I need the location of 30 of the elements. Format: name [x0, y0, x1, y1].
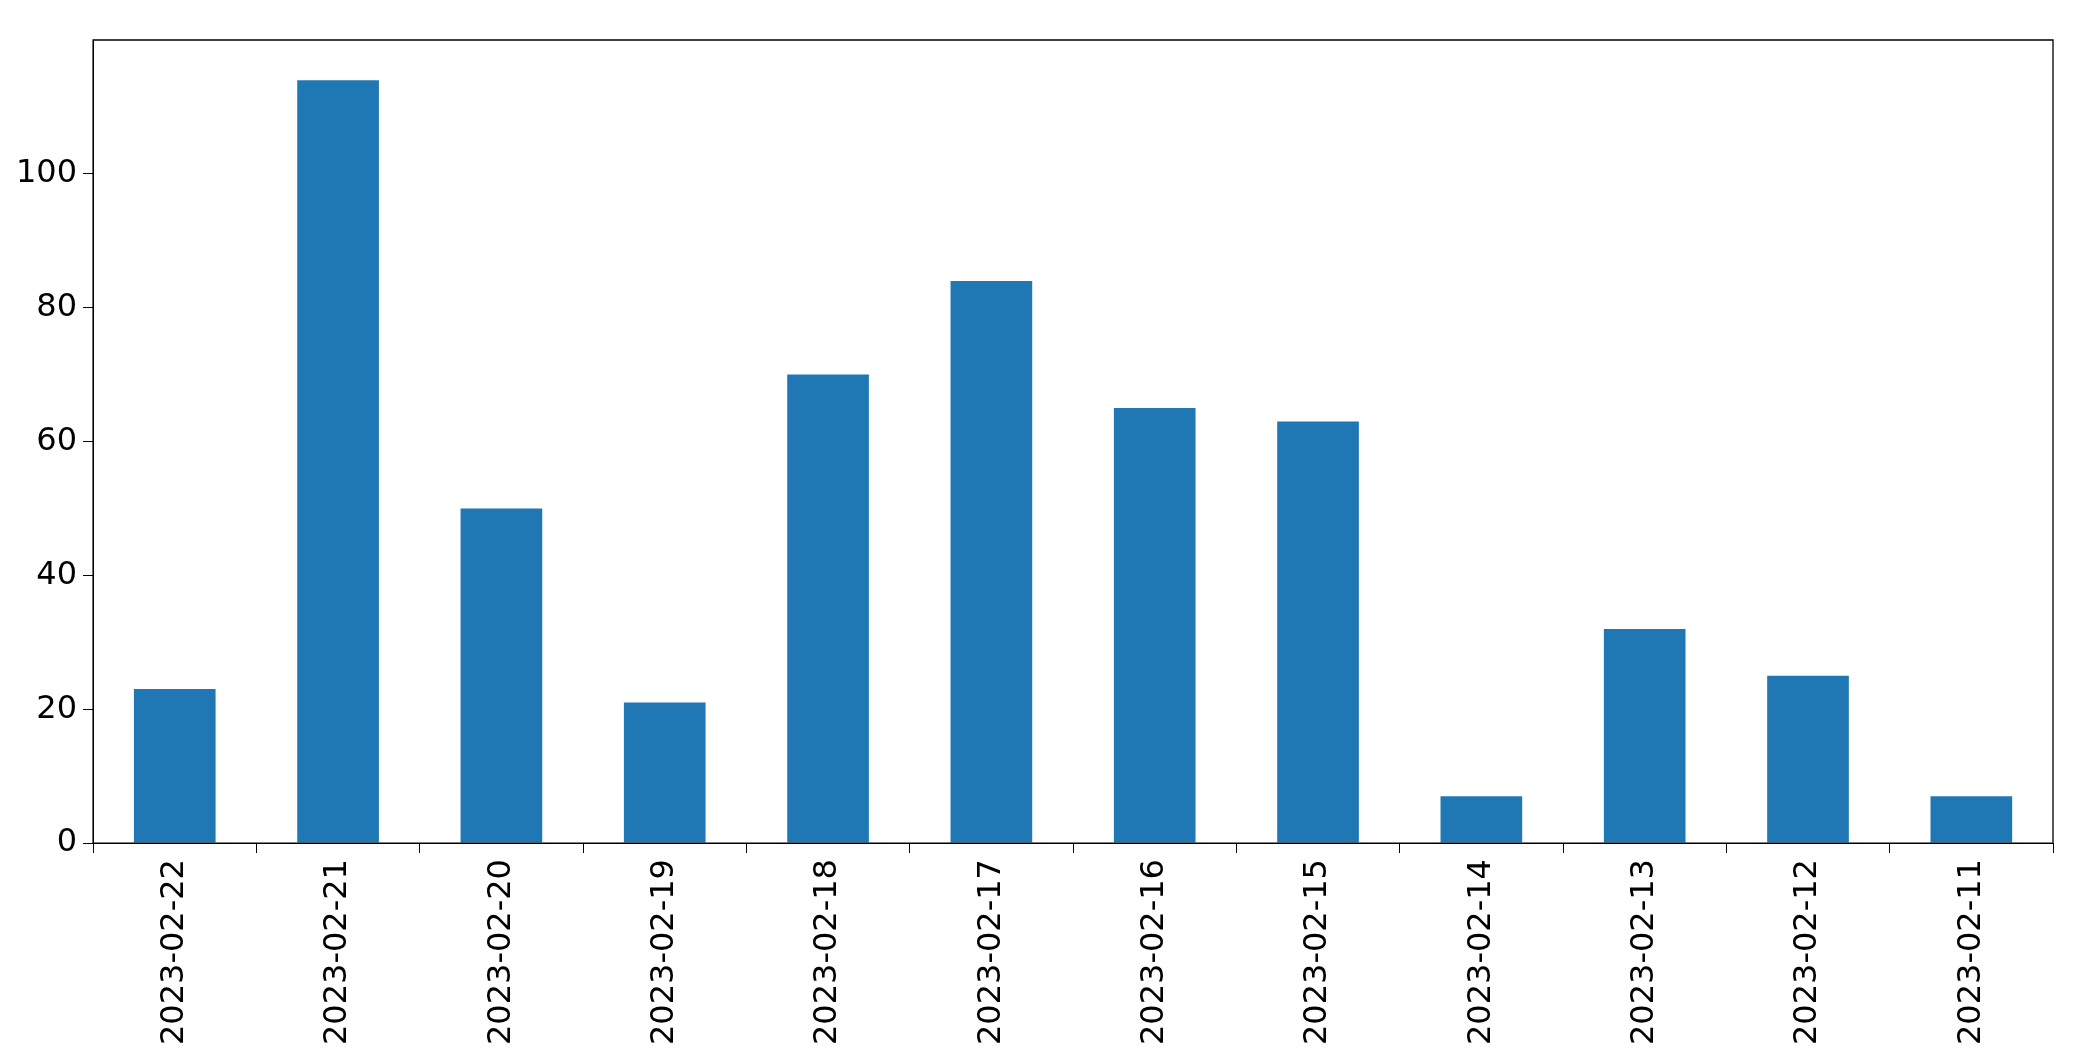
bar: [623, 702, 706, 843]
x-tick-label: 2023-02-21: [316, 859, 355, 1045]
bar: [787, 374, 869, 843]
x-tick-label: 2023-02-13: [1623, 859, 1661, 1045]
x-tick-label: 2023-02-11: [1949, 859, 1988, 1045]
bar: [1603, 628, 1686, 843]
x-tick-label: 2023-02-19: [643, 859, 682, 1045]
bar: [1767, 675, 1849, 843]
bar: [1930, 796, 2013, 843]
y-tick-label: 80: [36, 285, 78, 324]
bar: [297, 80, 379, 843]
x-tick-label: 2023-02-17: [969, 859, 1008, 1045]
bar: [1440, 796, 1523, 843]
x-tick-label: 2023-02-18: [806, 859, 845, 1045]
y-tick-label: 60: [36, 419, 78, 458]
y-tick-label: 100: [16, 152, 78, 191]
bar: [1277, 421, 1359, 843]
x-tick-label: 2023-02-16: [1133, 859, 1172, 1045]
bar: [460, 508, 543, 843]
bar: [950, 280, 1033, 843]
y-tick-label: 0: [56, 821, 78, 860]
y-tick-label: 40: [36, 553, 78, 592]
x-tick-label: 2023-02-20: [479, 859, 518, 1045]
x-tick-label: 2023-02-14: [1459, 859, 1498, 1045]
bar: [1113, 408, 1196, 843]
y-tick-label: 20: [36, 687, 78, 726]
x-tick-label: 2023-02-12: [1786, 859, 1825, 1045]
bar: [133, 689, 216, 843]
x-tick-label: 2023-02-22: [153, 859, 192, 1045]
x-tick-label: 2023-02-15: [1296, 859, 1335, 1045]
